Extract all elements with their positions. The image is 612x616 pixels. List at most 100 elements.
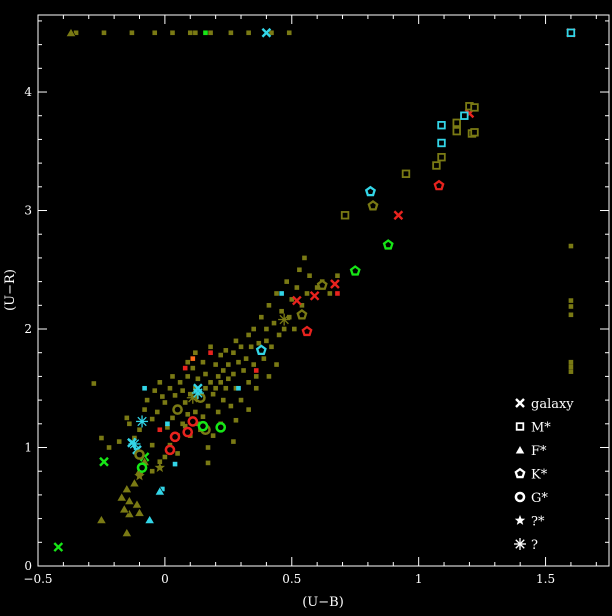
point (142, 385, 147, 391)
point (289, 297, 295, 302)
x-tick-label: 1.5 (536, 572, 555, 586)
point (253, 385, 259, 391)
point (248, 344, 254, 350)
point (226, 362, 231, 367)
point-square (465, 102, 474, 111)
point (73, 30, 79, 36)
point (157, 459, 163, 465)
point (253, 368, 259, 373)
point (246, 407, 251, 412)
point-asterisk (128, 437, 141, 450)
point-square (452, 118, 461, 128)
point (276, 332, 282, 338)
point (251, 362, 257, 367)
point (182, 423, 188, 429)
point (238, 397, 244, 403)
point-asterisk (191, 386, 204, 399)
point (205, 460, 211, 466)
x-axis-label: (U−B) (302, 595, 344, 610)
point (180, 421, 185, 427)
point-triangle (116, 492, 128, 502)
point (154, 409, 160, 415)
point-pentagon (301, 325, 313, 337)
point (152, 30, 158, 36)
point (568, 312, 574, 318)
point (170, 30, 175, 36)
plot-frame (37, 14, 610, 567)
point-circle (182, 426, 194, 438)
point-square (437, 121, 446, 130)
point (568, 304, 574, 309)
point (223, 385, 229, 391)
point (259, 314, 264, 320)
point (223, 348, 229, 353)
point-triangle (118, 503, 130, 514)
point (274, 291, 279, 296)
point (187, 30, 193, 36)
point (124, 415, 130, 421)
point (180, 388, 185, 393)
point-circle (187, 416, 199, 427)
legend-label: K* (531, 468, 548, 483)
point (149, 468, 155, 474)
point (231, 439, 236, 444)
point (208, 380, 213, 385)
point (568, 359, 574, 365)
point (195, 376, 201, 382)
point-cross (309, 290, 320, 301)
point-cross (292, 295, 302, 306)
point-triangle (129, 478, 140, 488)
point-square (401, 169, 411, 178)
point (144, 397, 150, 403)
point (170, 415, 175, 421)
point (231, 371, 236, 377)
point (274, 362, 279, 367)
point (116, 439, 122, 444)
point (568, 298, 574, 303)
point (165, 421, 170, 427)
point-pentagon (255, 344, 267, 355)
point (243, 356, 249, 361)
point (175, 451, 180, 456)
point (299, 303, 305, 308)
point (142, 407, 147, 412)
point-cross (261, 27, 272, 38)
point (203, 371, 208, 377)
point-cross (99, 456, 109, 467)
y-axis-label: (U−R) (3, 269, 18, 311)
point-pentagon (382, 239, 394, 250)
point (307, 273, 312, 278)
point-triangle (124, 495, 135, 505)
point-square (340, 211, 350, 220)
point (226, 376, 231, 382)
point (190, 356, 196, 361)
point (160, 486, 165, 492)
legend-marker-pentagon (514, 467, 526, 479)
point (195, 421, 201, 427)
point-triangle (131, 499, 143, 509)
point-circle (169, 431, 181, 443)
point (208, 344, 213, 350)
legend-label: ?* (531, 515, 545, 530)
point (281, 326, 287, 332)
point (228, 30, 234, 36)
point (215, 374, 221, 379)
point (266, 303, 272, 308)
point (162, 454, 168, 460)
y-tick-label: 2 (24, 322, 32, 336)
point-circle (134, 449, 145, 460)
point-triangle (121, 527, 133, 537)
point-circle (164, 444, 176, 456)
point-asterisk (278, 313, 291, 326)
point (177, 380, 183, 385)
point (233, 417, 239, 423)
point (106, 445, 112, 450)
legend-label: G* (531, 491, 548, 506)
point (213, 362, 218, 367)
point (253, 374, 259, 379)
point (193, 30, 198, 36)
point (91, 381, 97, 386)
y-tick-label: 3 (24, 204, 32, 218)
point (160, 394, 165, 399)
